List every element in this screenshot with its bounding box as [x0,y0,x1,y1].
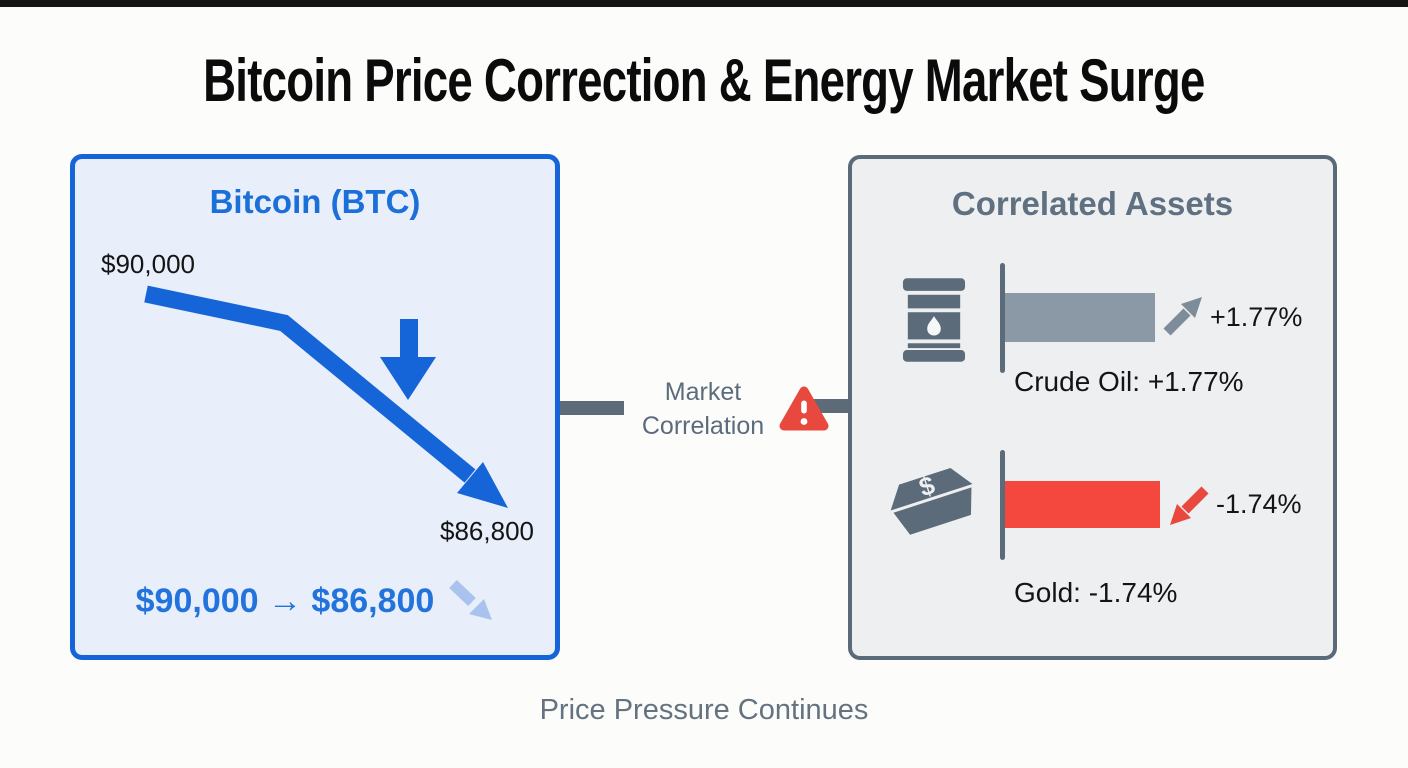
gold-bar-icon: $ [890,467,973,535]
connector-label-line1: Market [664,378,742,406]
gold-row-label: Gold: -1.74% [1014,577,1178,608]
down-left-arrow-icon [1170,486,1209,525]
connector-label: Market Correlation [620,375,786,443]
gold-bar [1005,481,1160,528]
gold-change-value: -1.74% [1216,489,1302,519]
btc-decline-chart [144,285,508,508]
oil-row-label: Crude Oil: +1.77% [1014,366,1244,397]
gold-bar-axis [1000,450,1005,560]
oil-barrel-icon [902,278,966,362]
oil-change-value: +1.77% [1210,302,1303,332]
footer-caption: Price Pressure Continues [539,694,869,726]
btc-price-summary: $90,000 → $86,800 [135,581,435,620]
bitcoin-panel: Bitcoin (BTC) $90,000 $86,800 $90,000 → … [70,154,560,660]
btc-summary-row: $90,000 → $86,800 [75,580,555,622]
connector-bar-right [812,399,850,413]
page-title: Bitcoin Price Correction & Energy Market… [0,46,1408,115]
btc-end-price: $86,800 [440,516,534,546]
down-arrow-icon [380,319,436,400]
bitcoin-panel-title: Bitcoin (BTC) [209,183,421,220]
oil-droplet-glyph [927,316,941,336]
connector-label-line2: Correlation [641,412,765,440]
btc-start-price: $90,000 [101,249,195,279]
assets-panel: Correlated Assets +1.77% Crude Oil: +1.7… [848,155,1337,660]
oil-bar-axis [1000,263,1005,373]
decline-arrowhead [457,462,508,508]
oil-bar [1005,293,1155,342]
connector-bar-left [556,401,624,415]
top-edge-line [0,0,1408,7]
page-title-text: Bitcoin Price Correction & Energy Market… [203,47,1205,114]
warning-icon [779,386,829,431]
down-right-arrow-icon [449,580,493,620]
assets-panel-title: Correlated Assets [951,185,1234,222]
up-right-arrow-icon [1163,297,1202,336]
